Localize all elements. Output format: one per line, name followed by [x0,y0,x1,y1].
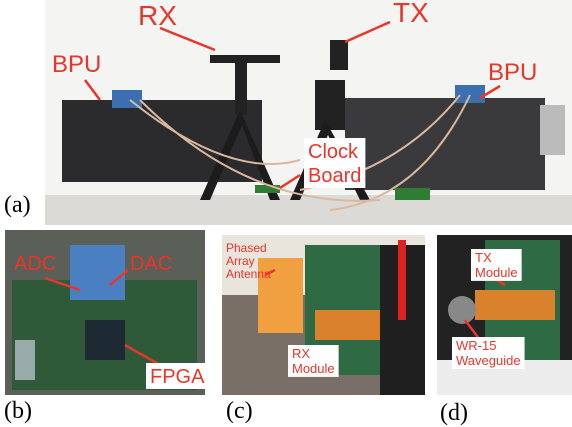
annotation-text: Clock [308,141,359,163]
annotation: FPGA [146,363,208,389]
annotation-text: FPGA [150,366,205,388]
panel-label: (c) [226,398,253,424]
panel-label: (a) [4,192,31,218]
figure: (a) RX TX BPU BPU ClockBoard (b) ADC DAC FPGA (c) P… [0,0,572,427]
annotation-text: BPU [488,59,537,86]
annotation: BPU [488,59,537,86]
annotation-text: BPU [52,51,101,78]
panel-label: (b) [4,398,32,424]
annotation: BPU [52,51,101,78]
annotation: RX [138,0,177,31]
annotation-text: RX [292,346,310,361]
annotation-text: Waveguide [456,353,521,368]
photo-a [45,0,572,225]
annotation-text: Board [308,165,361,187]
annotation-text: TX [393,0,429,28]
annotation-text: Module [292,361,335,376]
annotation-text: Array [226,254,255,268]
annotation-text: Antenna [226,267,271,281]
annotation-text: Phased [226,241,267,255]
annotation: DAC [130,253,172,275]
annotation-text: DAC [130,253,172,275]
annotation-text: ADC [14,253,56,275]
annotation-text: TX [475,250,492,265]
annotation: ADC [14,253,56,275]
annotation-text: WR-15 [456,338,496,353]
annotation-text: RX [138,0,177,31]
annotation-text: Module [475,265,518,280]
annotation: TX [393,0,429,28]
panel-label: (d) [440,400,468,426]
